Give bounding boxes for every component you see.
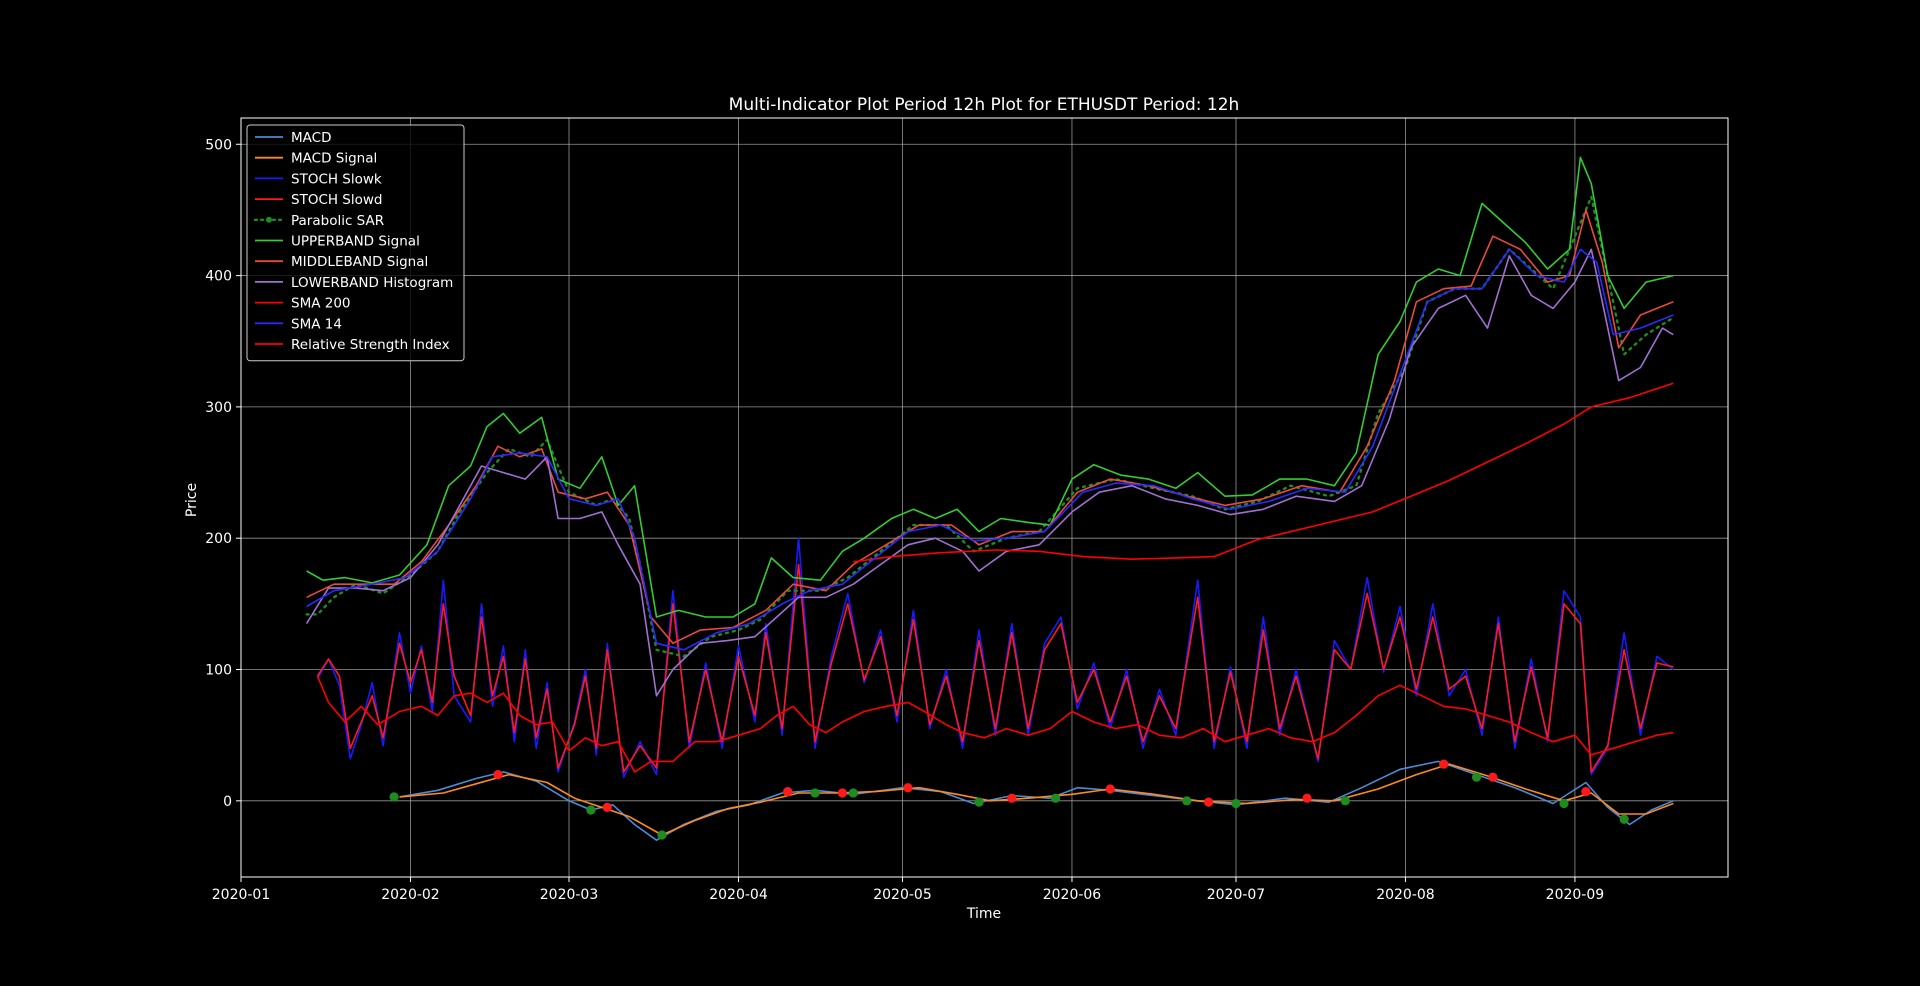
series-middleband-signal <box>306 209 1674 645</box>
series-relative-strength-index <box>316 675 1674 773</box>
y-tick-label: 200 <box>205 531 232 547</box>
legend-label: MIDDLEBAND Signal <box>291 254 428 270</box>
signal-marker <box>1302 793 1312 803</box>
signal-marker <box>837 788 847 798</box>
series-stoch-slowk <box>316 537 1674 779</box>
legend-label: STOCH Slowd <box>291 192 383 208</box>
signal-marker <box>1471 772 1482 782</box>
x-tick-label: 2020-01 <box>212 887 271 903</box>
chart-title: Multi-Indicator Plot Period 12h Plot for… <box>729 95 1240 115</box>
signal-marker <box>1231 798 1241 809</box>
signal-marker <box>1559 798 1569 809</box>
signal-markers <box>389 759 1629 840</box>
signal-marker <box>1007 793 1017 803</box>
signal-marker <box>1050 793 1061 803</box>
y-axis-ticks: 0 100 200 300 400 500 <box>205 137 241 810</box>
legend-swatch-dot <box>266 216 272 223</box>
signal-marker <box>1182 796 1192 806</box>
legend-label: UPPERBAND Signal <box>291 234 420 250</box>
signal-marker <box>1340 796 1350 806</box>
series-upperband-signal <box>306 156 1674 618</box>
x-tick-label: 2020-08 <box>1376 887 1435 903</box>
signal-marker <box>1488 772 1498 782</box>
x-tick-label: 2020-06 <box>1043 887 1102 903</box>
signal-marker <box>1105 784 1115 794</box>
signal-marker <box>1581 787 1591 797</box>
legend: MACD MACD Signal STOCH Slowk STOCH Slowd Par… <box>246 124 465 362</box>
signal-marker <box>848 788 858 798</box>
legend-label: Relative Strength Index <box>291 337 450 353</box>
y-tick-label: 300 <box>205 400 232 416</box>
x-axis-ticks: 2020-01 2020-02 2020-03 2020-04 2020-05 2020-… <box>212 877 1604 903</box>
signal-marker <box>1204 797 1214 807</box>
signal-marker <box>602 802 612 813</box>
legend-label: MACD <box>291 130 331 146</box>
legend-box <box>246 124 465 362</box>
x-tick-label: 2020-03 <box>540 887 599 903</box>
legend-label: Parabolic SAR <box>291 213 384 229</box>
x-tick-label: 2020-05 <box>873 887 932 903</box>
signal-marker <box>783 787 793 797</box>
x-tick-label: 2020-04 <box>709 887 768 903</box>
signal-marker <box>974 797 984 807</box>
plot-frame <box>240 117 1729 878</box>
x-axis-label: Time <box>966 906 1001 922</box>
legend-label: STOCH Slowk <box>291 171 382 187</box>
legend-label: SMA 200 <box>291 296 351 312</box>
signal-marker <box>810 788 820 798</box>
series-sma-200 <box>853 382 1674 563</box>
y-tick-label: 500 <box>205 137 232 153</box>
x-tick-label: 2020-02 <box>381 887 440 903</box>
y-tick-label: 400 <box>205 269 232 285</box>
series-lines <box>305 156 1675 842</box>
signal-marker <box>903 783 913 793</box>
y-axis-label: Price <box>184 483 200 517</box>
signal-marker <box>657 830 667 840</box>
signal-marker <box>493 769 503 780</box>
x-tick-label: 2020-07 <box>1207 887 1266 903</box>
signal-marker <box>389 792 399 802</box>
signal-marker <box>1439 759 1449 769</box>
signal-marker <box>1619 814 1629 824</box>
legend-label: SMA 14 <box>291 316 342 332</box>
legend-label: LOWERBAND Histogram <box>291 275 453 291</box>
series-stoch-slowd <box>316 563 1674 773</box>
y-tick-label: 0 <box>223 794 232 810</box>
x-tick-label: 2020-09 <box>1546 887 1605 903</box>
y-tick-label: 100 <box>205 663 232 679</box>
signal-marker <box>586 805 596 815</box>
legend-label: MACD Signal <box>291 151 377 167</box>
series-sma-14 <box>306 248 1674 651</box>
